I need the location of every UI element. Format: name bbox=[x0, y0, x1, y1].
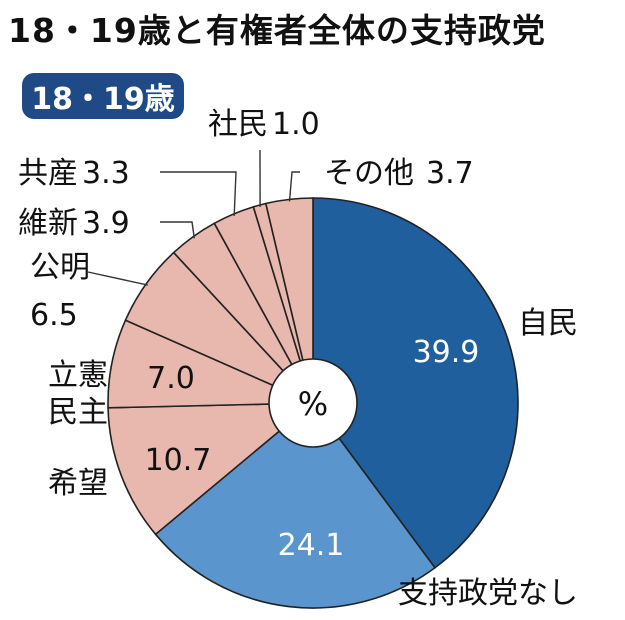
slice-name-label-4-line2: 民主 bbox=[48, 395, 108, 430]
age-group-badge: 18・19歳 bbox=[22, 73, 184, 119]
slice-value-label-7: 3.3 bbox=[82, 156, 130, 191]
slice-name-label-1: 自民 bbox=[518, 306, 578, 341]
slice-value-label-5: 6.5 bbox=[30, 298, 78, 333]
leader-lines bbox=[87, 149, 300, 286]
pie-slice-2 bbox=[154, 401, 437, 609]
pie-slices bbox=[107, 197, 519, 609]
slice-value-label-6: 3.9 bbox=[82, 206, 130, 241]
leader-line-6 bbox=[160, 221, 195, 239]
slice-name-label-4-line1: 立憲 bbox=[48, 358, 108, 393]
leader-line-7 bbox=[160, 171, 237, 216]
pie-slice-3 bbox=[107, 402, 316, 536]
slice-value-label-4: 7.0 bbox=[147, 361, 195, 396]
slice-name-label-9: その他 bbox=[324, 156, 414, 191]
slice-value-label-1: 39.9 bbox=[413, 335, 480, 370]
chart-title: 18・19歳と有権者全体の支持政党 bbox=[8, 11, 546, 50]
slice-name-label-5: 公明 bbox=[30, 250, 90, 285]
slice-value-label-8: 1.0 bbox=[272, 107, 320, 142]
slice-value-label-9: 3.7 bbox=[426, 156, 474, 191]
slice-name-label-8: 社民 bbox=[208, 107, 268, 142]
slice-value-label-3: 10.7 bbox=[145, 443, 212, 478]
center-hole bbox=[268, 358, 358, 448]
slice-value-label-2: 24.1 bbox=[278, 528, 345, 563]
slice-name-label-3: 希望 bbox=[48, 466, 108, 501]
slice-name-label-7: 共産 bbox=[18, 156, 78, 191]
pie-slice-1 bbox=[312, 197, 519, 569]
slice-name-label-6: 維新 bbox=[18, 206, 78, 241]
leader-line-9 bbox=[288, 171, 300, 202]
leader-line-5 bbox=[87, 271, 148, 286]
center-percent-label: % bbox=[298, 385, 328, 423]
slice-name-label-2: 支持政党なし bbox=[398, 576, 578, 611]
